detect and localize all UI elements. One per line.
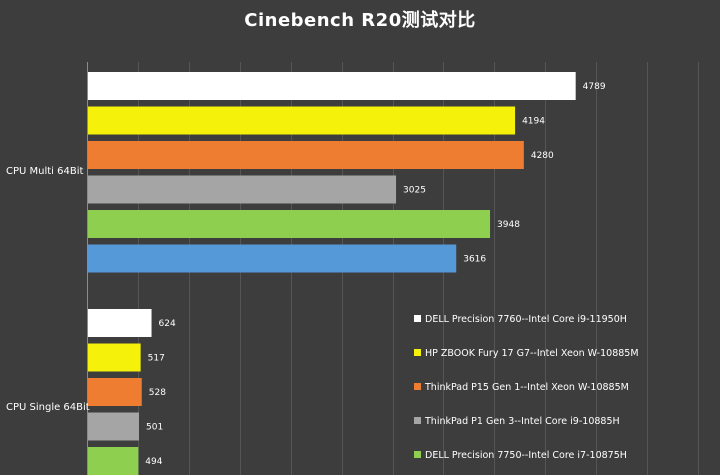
bar [88, 175, 397, 204]
data-label: 528 [149, 388, 166, 398]
legend-entry: DELL Precision 7760--Intel Core i9-11950… [425, 314, 627, 325]
category-label: CPU Single 64Bit [6, 402, 90, 413]
category-label: CPU Multi 64Bit [6, 166, 83, 177]
data-label: 624 [159, 319, 176, 329]
data-label: 3025 [403, 186, 426, 196]
legend-swatch [414, 315, 421, 322]
data-label: 3616 [463, 255, 486, 265]
data-label: 3948 [497, 220, 520, 230]
bar [88, 106, 516, 135]
legend-swatch [414, 417, 421, 424]
legend-entry: ThinkPad P1 Gen 3--Intel Core i9-10885H [424, 416, 620, 427]
legend-swatch [414, 349, 421, 356]
chart-title: Cinebench R20测试对比 [244, 10, 476, 31]
bar [88, 244, 457, 273]
data-label: 517 [148, 354, 165, 364]
data-label: 4194 [522, 117, 545, 127]
bar [88, 343, 141, 372]
bar [88, 447, 139, 475]
data-label: 4280 [531, 151, 554, 161]
legend-swatch [414, 451, 421, 458]
bar [88, 72, 576, 100]
legend-swatch [414, 383, 421, 390]
bar [88, 309, 152, 337]
data-label: 4789 [583, 82, 606, 92]
bar [88, 378, 142, 406]
bar [88, 210, 491, 238]
legend-entry: DELL Precision 7750--Intel Core i7-10875… [425, 450, 627, 461]
legend-entry: HP ZBOOK Fury 17 G7--Intel Xeon W-10885M [425, 348, 639, 359]
data-label: 494 [145, 457, 162, 467]
legend-entry: ThinkPad P15 Gen 1--Intel Xeon W-10885M [424, 382, 629, 393]
bar [88, 412, 140, 441]
data-label: 501 [146, 423, 163, 433]
bar [88, 141, 524, 169]
